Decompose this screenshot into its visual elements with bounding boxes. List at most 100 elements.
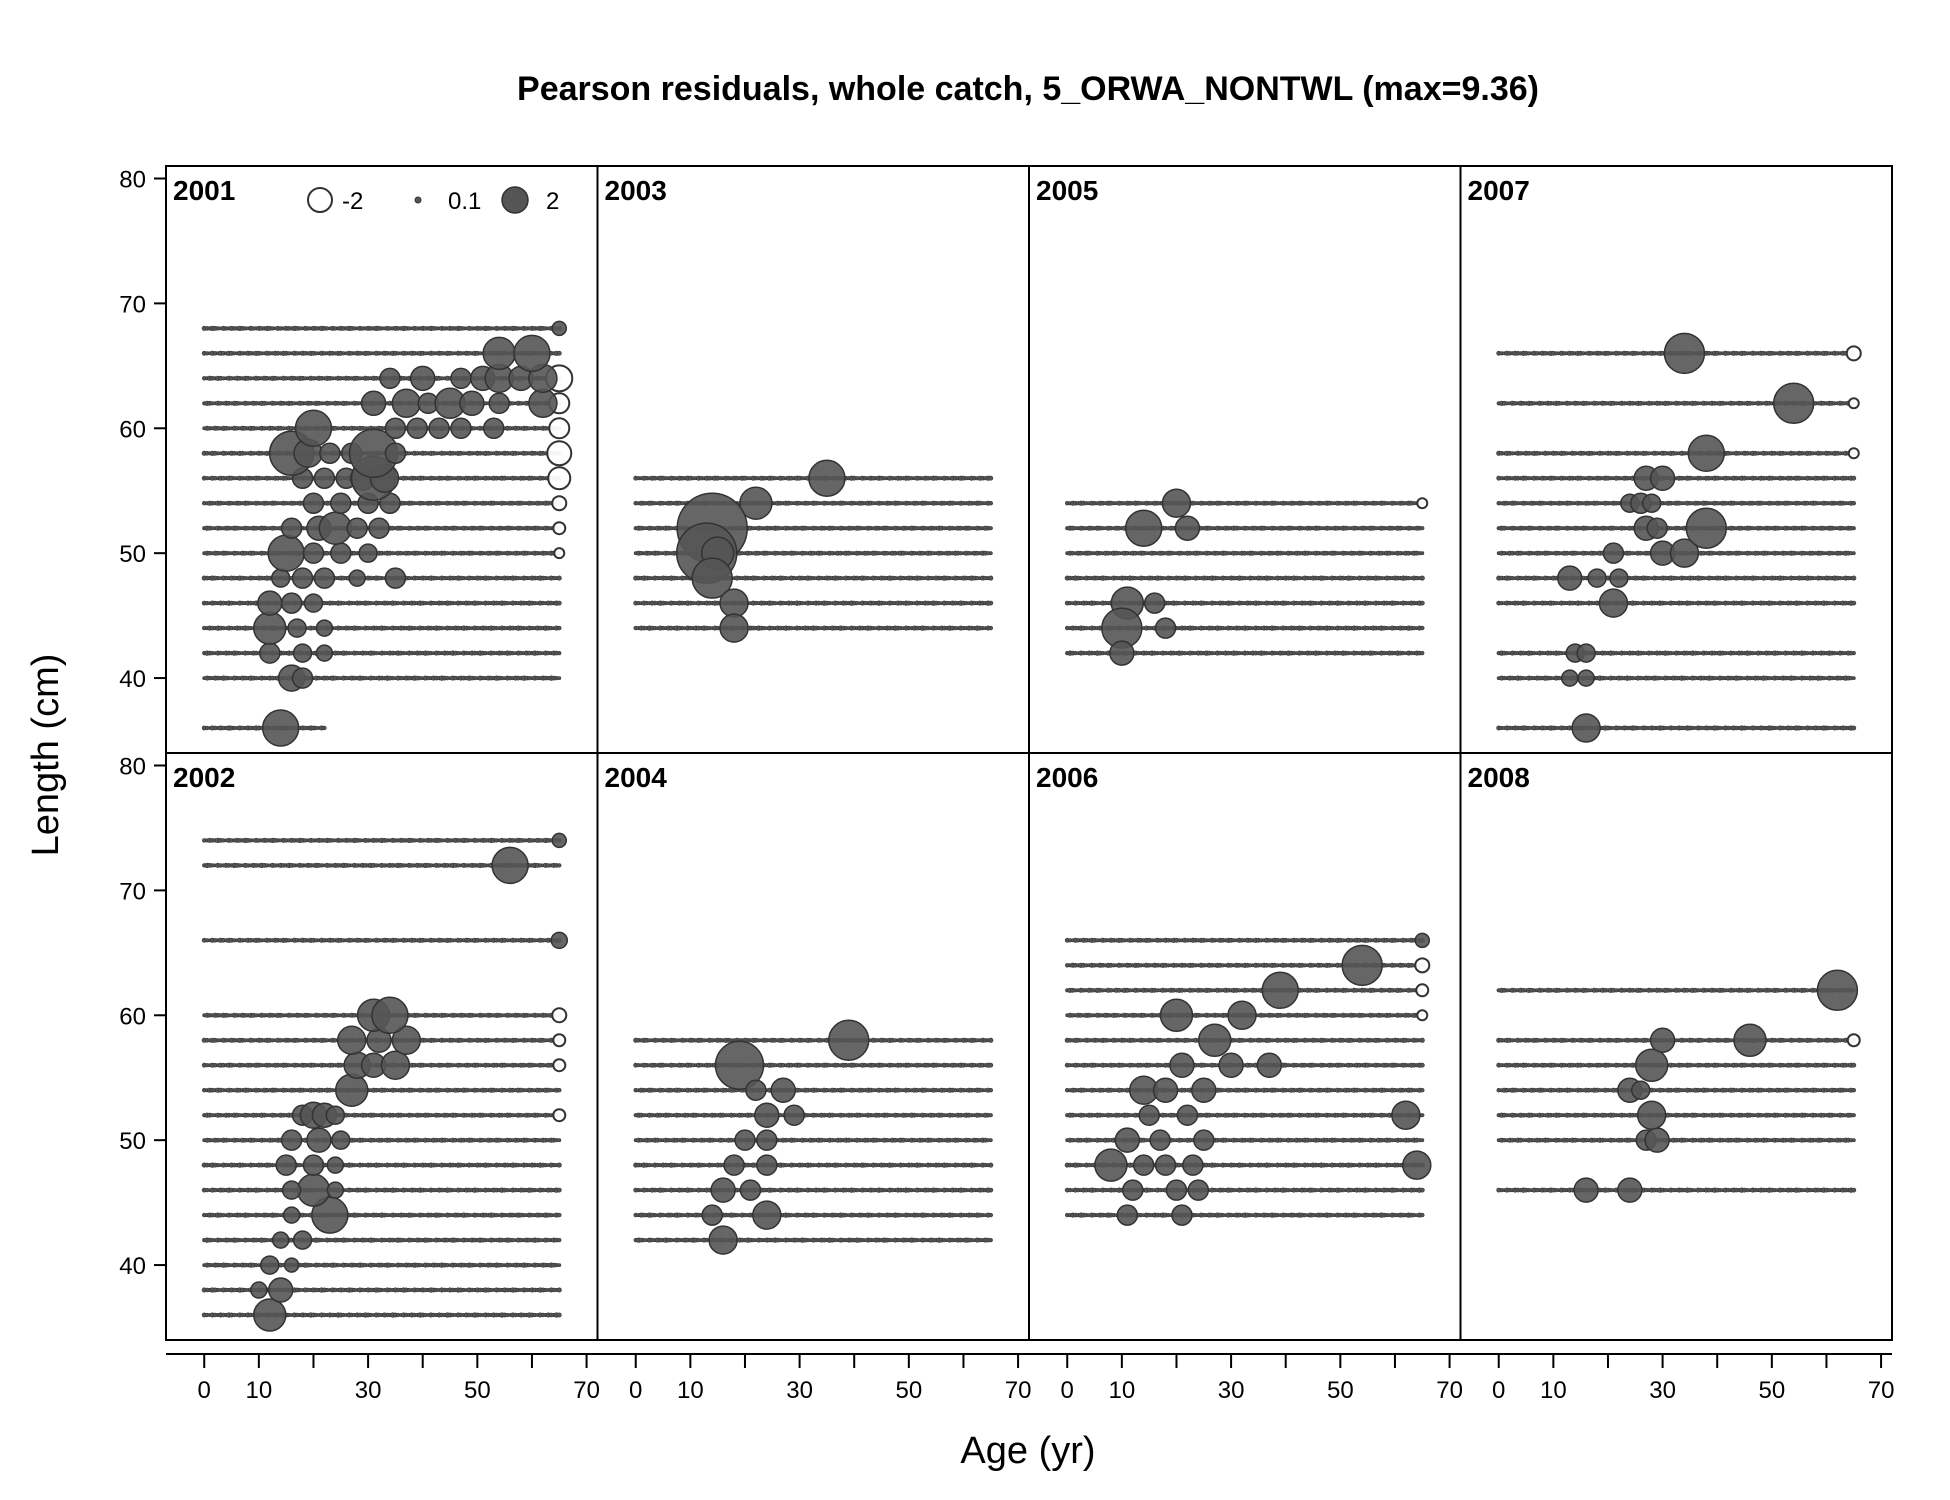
residual-point-positive bbox=[334, 1073, 369, 1107]
residual-point-negative bbox=[552, 1108, 567, 1123]
residual-point-positive bbox=[491, 846, 529, 885]
residual-point-positive bbox=[282, 1206, 301, 1224]
residual-point-negative bbox=[546, 440, 573, 467]
panel-2003 bbox=[633, 459, 994, 643]
residual-point bbox=[556, 1187, 562, 1193]
residual-point-positive bbox=[292, 643, 313, 663]
residual-point bbox=[556, 1287, 562, 1293]
residual-point-positive bbox=[384, 442, 407, 465]
residual-point-positive bbox=[280, 1129, 303, 1151]
residual-point-positive bbox=[513, 334, 551, 373]
residual-point-positive bbox=[280, 517, 303, 539]
panel-label: 2001 bbox=[173, 175, 235, 206]
residual-point-positive bbox=[551, 832, 568, 849]
residual-point-positive bbox=[551, 320, 568, 337]
residual-point-positive bbox=[250, 1281, 268, 1299]
residual-point-positive bbox=[302, 492, 325, 514]
chart-title: Pearson residuals, whole catch, 5_ORWA_N… bbox=[517, 70, 1539, 108]
residual-point-positive bbox=[348, 569, 366, 587]
residual-point-positive bbox=[259, 642, 281, 664]
residual-point bbox=[557, 1138, 562, 1143]
residual-point-positive bbox=[406, 417, 429, 440]
residual-point-positive bbox=[257, 590, 283, 616]
residual-point-positive bbox=[330, 492, 352, 514]
residual-point-positive bbox=[384, 417, 407, 440]
residual-point-positive bbox=[336, 1025, 367, 1056]
residual-point bbox=[556, 600, 562, 606]
residual-point-positive bbox=[291, 567, 314, 589]
residual-point-positive bbox=[330, 542, 352, 564]
panel-2001 bbox=[201, 320, 574, 747]
residual-point-positive bbox=[482, 336, 516, 371]
residual-point-positive bbox=[275, 1154, 297, 1176]
residual-point-positive bbox=[428, 417, 450, 440]
residual-point-positive bbox=[313, 567, 336, 589]
residual-point-positive bbox=[315, 619, 334, 637]
residual-point bbox=[557, 1263, 562, 1268]
residual-point bbox=[556, 575, 562, 581]
residual-point bbox=[988, 551, 993, 556]
residual-point-negative bbox=[552, 521, 567, 536]
residual-point bbox=[557, 676, 562, 681]
residual-point-positive bbox=[267, 1277, 294, 1303]
residual-point-positive bbox=[358, 543, 378, 563]
panel-2002 bbox=[201, 832, 569, 1332]
residual-point bbox=[988, 575, 994, 581]
residual-point-negative bbox=[551, 495, 568, 512]
residual-point-positive bbox=[319, 442, 341, 465]
residual-point-positive bbox=[306, 1127, 332, 1153]
residual-point-positive bbox=[325, 1105, 346, 1125]
residual-point-positive bbox=[391, 388, 422, 419]
panel-label: 2002 bbox=[173, 762, 235, 793]
residual-point bbox=[557, 1212, 562, 1218]
residual-point-positive bbox=[459, 390, 485, 417]
x-axis-label: Age (yr) bbox=[960, 1430, 1095, 1472]
y-axis-label: Length (cm) bbox=[25, 654, 67, 857]
residual-point bbox=[988, 600, 994, 606]
residual-point-negative bbox=[547, 466, 572, 491]
residual-point-positive bbox=[331, 1130, 351, 1150]
residual-point bbox=[988, 625, 993, 631]
residual-point-positive bbox=[296, 1173, 331, 1207]
residual-point-positive bbox=[550, 931, 569, 950]
residual-point-positive bbox=[261, 709, 300, 747]
residual-point-positive bbox=[302, 542, 325, 564]
residual-point-positive bbox=[488, 392, 510, 415]
residual-point bbox=[557, 1087, 562, 1093]
residual-point-positive bbox=[283, 1257, 300, 1273]
residual-point-positive bbox=[380, 1050, 411, 1080]
residual-point-positive bbox=[368, 517, 390, 539]
residual-point-positive bbox=[292, 1230, 313, 1250]
residual-point-positive bbox=[450, 417, 472, 440]
residual-point-positive bbox=[280, 592, 303, 614]
residual-point-negative bbox=[553, 547, 566, 560]
residual-point-positive bbox=[294, 409, 333, 448]
residual-point bbox=[557, 650, 562, 656]
residual-point-positive bbox=[528, 388, 558, 419]
residual-point bbox=[556, 1162, 562, 1168]
residual-point-positive bbox=[409, 365, 436, 392]
residual-point-positive bbox=[303, 593, 324, 613]
residual-point bbox=[557, 863, 562, 868]
residual-point bbox=[988, 526, 993, 531]
residual-point-negative bbox=[551, 1007, 568, 1024]
residual-point-positive bbox=[253, 611, 287, 645]
residual-point-positive bbox=[360, 390, 387, 417]
residual-point-positive bbox=[271, 1231, 290, 1249]
residual-point-negative bbox=[548, 417, 571, 440]
residual-point bbox=[556, 1312, 562, 1318]
residual-point-positive bbox=[326, 1181, 345, 1199]
residual-point-positive bbox=[379, 367, 401, 390]
residual-point-positive bbox=[260, 1255, 280, 1275]
residual-point-positive bbox=[315, 644, 334, 662]
residual-point-positive bbox=[291, 667, 314, 689]
residual-point-positive bbox=[287, 618, 307, 638]
residual-point-positive bbox=[346, 517, 368, 539]
residual-point-positive bbox=[302, 1154, 325, 1176]
residual-point bbox=[557, 625, 562, 631]
residual-point-positive bbox=[253, 1298, 287, 1332]
residual-point bbox=[556, 350, 562, 356]
residual-point-positive bbox=[450, 367, 472, 390]
